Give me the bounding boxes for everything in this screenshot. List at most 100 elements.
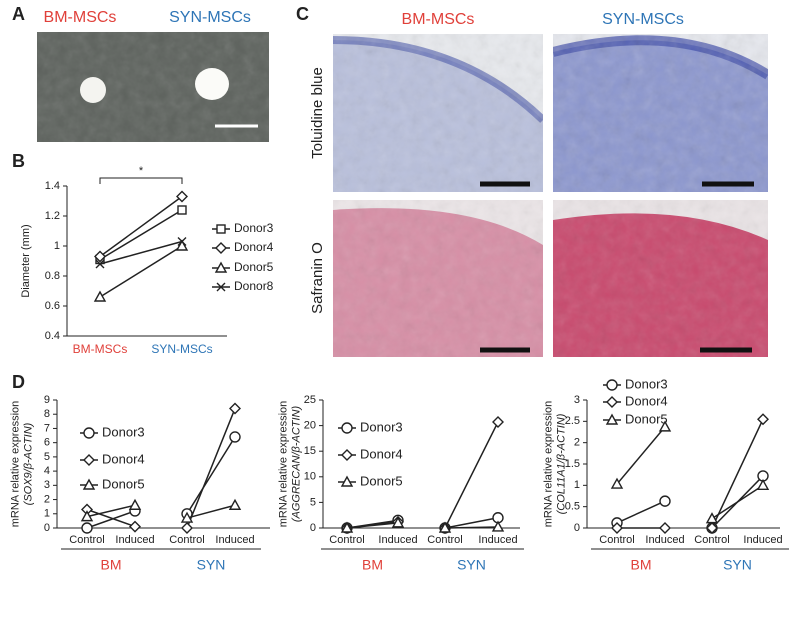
data-point <box>491 520 505 532</box>
significance-mark: * <box>139 165 144 177</box>
y-axis-label: (AGGRECAN/β-ACTIN) <box>290 406 302 523</box>
series-line <box>711 418 764 529</box>
x-tick-label: Control <box>599 534 634 546</box>
group-label: SYN <box>723 557 752 573</box>
series-line <box>99 245 183 298</box>
series-line <box>186 504 236 519</box>
series-line <box>99 195 183 258</box>
data-point <box>80 510 94 522</box>
x-tick-label: BM-MSCs <box>73 342 128 356</box>
legend-marker <box>216 224 226 234</box>
legend-marker <box>606 396 618 408</box>
series-line <box>444 517 499 529</box>
x-tick-label: Induced <box>478 534 517 546</box>
y-tick-label: 0.6 <box>45 300 60 312</box>
data-point <box>229 402 241 415</box>
x-tick-label: Control <box>329 534 364 546</box>
panel-label: B <box>12 151 25 171</box>
significance-bracket <box>99 177 183 184</box>
x-tick-label: Induced <box>645 534 684 546</box>
y-tick-label: 1.2 <box>45 210 60 222</box>
data-point <box>94 250 106 263</box>
data-point <box>659 495 671 507</box>
y-tick-label: 0 <box>310 522 316 534</box>
histology-photo <box>553 200 768 357</box>
data-point <box>175 239 189 251</box>
group-label: BM <box>362 557 383 573</box>
legend-marker <box>340 475 354 487</box>
y-tick-label: 3 <box>44 479 50 491</box>
x-tick-label: Induced <box>215 534 254 546</box>
legend-marker <box>83 427 95 439</box>
data-point <box>438 521 452 533</box>
legend-marker <box>214 261 228 273</box>
data-point <box>706 522 718 534</box>
x-tick-label: SYN-MSCs <box>151 342 212 356</box>
x-tick-label: Control <box>427 534 462 546</box>
series-line <box>99 209 183 261</box>
legend-label: Donor5 <box>360 473 403 488</box>
panel-label: A <box>12 4 25 24</box>
y-tick-label: 25 <box>304 394 316 406</box>
series-line <box>86 510 136 529</box>
legend-marker <box>216 282 226 292</box>
histology-photo <box>333 200 543 357</box>
group-label: BM <box>101 557 122 573</box>
y-tick-label: 0.5 <box>565 501 580 513</box>
y-tick-label: 1.5 <box>565 458 580 470</box>
data-point <box>81 522 93 534</box>
data-point <box>391 516 405 528</box>
legend-label: Donor3 <box>360 419 403 434</box>
data-point <box>180 511 194 523</box>
y-tick-label: 1 <box>44 508 50 520</box>
column-label: BM-MSCs <box>402 11 475 28</box>
x-tick-label: Control <box>69 534 104 546</box>
data-point <box>757 413 769 426</box>
y-tick-label: 6 <box>44 437 50 449</box>
x-tick-label: Control <box>694 534 729 546</box>
data-point <box>340 521 354 533</box>
legend-label: Donor4 <box>102 451 145 466</box>
series-line <box>186 436 236 515</box>
y-tick-label: 1.4 <box>45 180 60 192</box>
y-tick-label: 10 <box>304 471 316 483</box>
series-line <box>616 500 666 524</box>
y-tick-label: 1 <box>574 479 580 491</box>
y-tick-label: 8 <box>44 408 50 420</box>
legend-label: Donor5 <box>234 260 274 274</box>
y-tick-label: 9 <box>44 394 50 406</box>
y-tick-label: 0.8 <box>45 270 60 282</box>
data-point <box>658 420 672 432</box>
legend-marker <box>83 454 95 466</box>
data-point <box>93 290 107 302</box>
y-axis-label: Diameter (mm) <box>20 224 32 297</box>
group-label: SYN <box>197 557 226 573</box>
legend-marker <box>215 242 227 254</box>
y-axis-label: mRNA relative expression <box>9 401 21 528</box>
panel-label: D <box>12 372 25 392</box>
series-line <box>444 421 499 529</box>
pellet-photo <box>37 32 269 142</box>
series-line <box>616 426 666 485</box>
row-label: Toluidine blue <box>309 67 326 159</box>
y-axis-label: mRNA relative expression <box>277 401 289 528</box>
row-label: Safranin O <box>309 242 326 314</box>
data-point <box>176 190 188 203</box>
legend-label: Donor3 <box>102 424 145 439</box>
y-axis-label: (SOX9/β-ACTIN) <box>22 422 34 505</box>
y-axis-label: mRNA relative expression <box>542 401 554 528</box>
y-tick-label: 20 <box>304 420 316 432</box>
series-line <box>86 508 136 528</box>
legend-marker <box>82 478 96 490</box>
legend-label: Donor4 <box>234 240 274 254</box>
y-tick-label: 1 <box>54 240 60 252</box>
legend-label: Donor3 <box>625 376 668 391</box>
legend-label: Donor5 <box>625 411 668 426</box>
y-tick-label: 5 <box>44 451 50 463</box>
y-tick-label: 5 <box>310 496 316 508</box>
x-tick-label: Induced <box>743 534 782 546</box>
data-point <box>128 498 142 510</box>
legend-label: Donor5 <box>102 476 145 491</box>
y-tick-label: 0.4 <box>45 330 60 342</box>
data-point <box>756 478 770 491</box>
